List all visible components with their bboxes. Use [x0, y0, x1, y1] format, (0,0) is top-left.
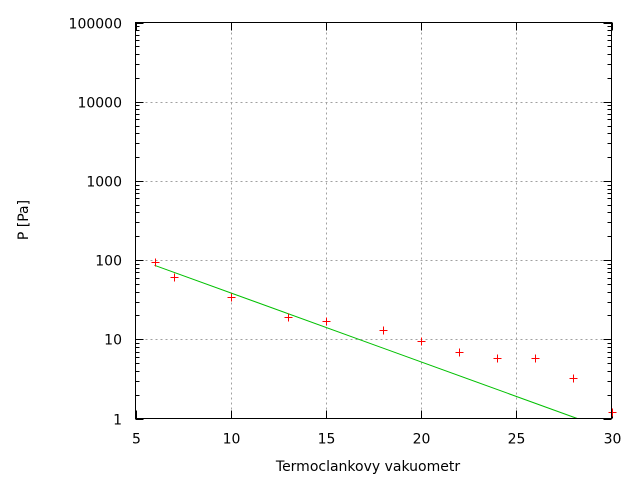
y-tick-label: 1	[113, 413, 122, 429]
y-tick-labels: 1 10 100 1000 10000 100000	[69, 17, 122, 429]
data-point	[417, 337, 426, 346]
x-tick-labels: 5 10 15 20 25 30	[132, 432, 621, 448]
y-tick-label: 1000	[86, 175, 122, 191]
data-point	[227, 293, 236, 302]
y-tick-label: 10	[104, 333, 122, 349]
data-point	[493, 354, 502, 363]
points-group	[151, 258, 617, 417]
x-tick-label: 20	[413, 432, 431, 448]
data-point	[151, 258, 160, 267]
data-point	[284, 313, 293, 322]
x-tick-label: 5	[132, 432, 141, 448]
data-point	[608, 408, 617, 417]
y-axis-label: P [Pa]	[16, 200, 32, 240]
data-point	[569, 374, 578, 383]
x-tick-label: 30	[604, 432, 622, 448]
data-point	[455, 348, 464, 357]
y-tick-label: 10000	[77, 96, 122, 112]
plot-border	[135, 22, 612, 419]
ticks	[135, 22, 613, 420]
y-tick-label: 100000	[69, 17, 122, 33]
data-point	[170, 273, 179, 282]
grid	[135, 22, 612, 419]
x-tick-label: 25	[508, 432, 526, 448]
data-point	[379, 326, 388, 335]
x-axis-label: Termoclankovy vakuometr	[275, 459, 460, 475]
x-tick-label: 15	[318, 432, 336, 448]
data-point	[322, 317, 331, 326]
y-tick-label: 100	[95, 254, 122, 270]
x-tick-label: 10	[223, 432, 241, 448]
fit-line	[154, 264, 578, 419]
data-point	[531, 354, 540, 363]
fit-line-group	[154, 264, 578, 419]
